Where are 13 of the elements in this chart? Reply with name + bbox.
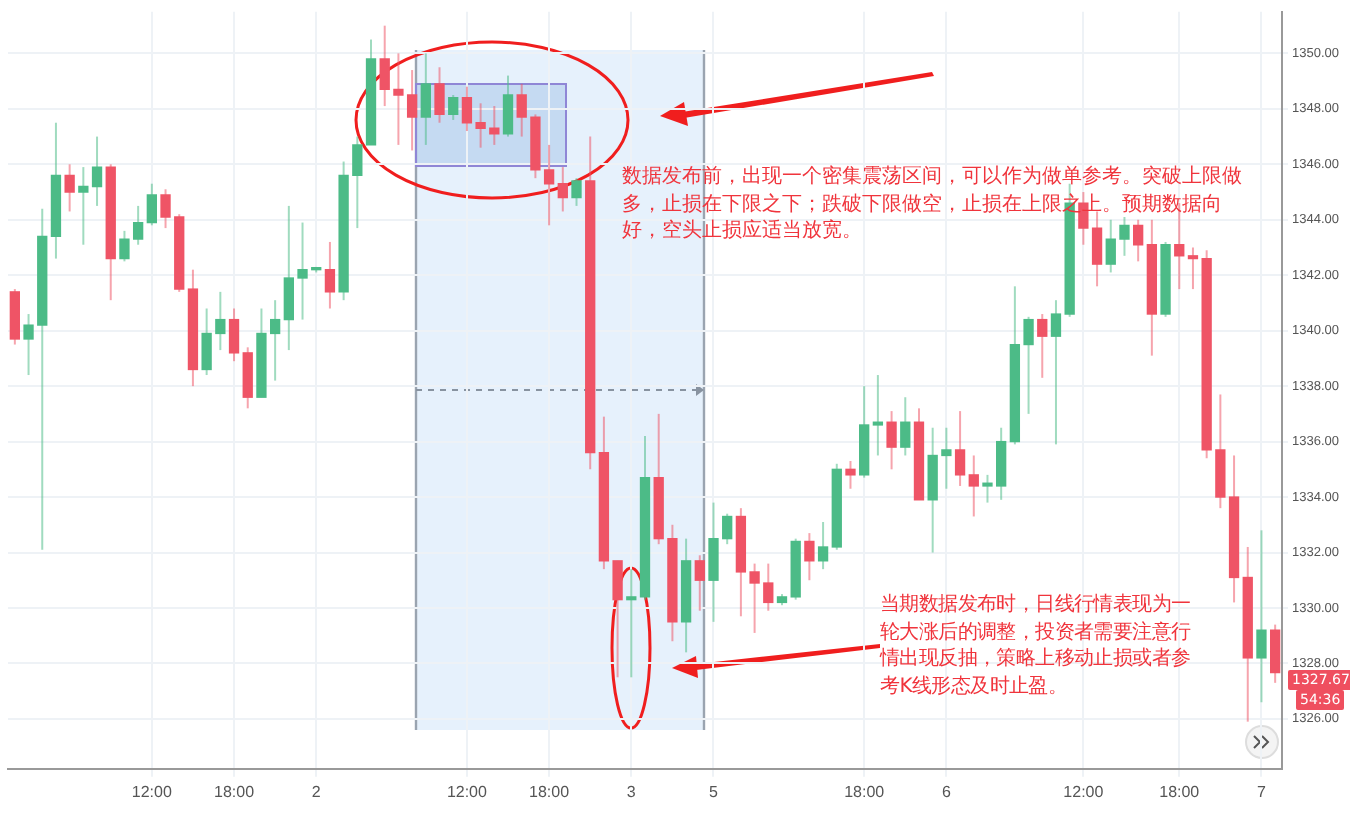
x-tick-label: 18:00 — [1159, 782, 1201, 801]
x-tick-label: 18:00 — [214, 782, 256, 801]
x-tick-label: 12:00 — [446, 782, 489, 801]
x-tick-label: 12:00 — [131, 782, 173, 801]
x-tick-label: 6 — [941, 782, 952, 801]
x-tick-label: 7 — [1257, 782, 1267, 801]
x-tick-label: 5 — [709, 782, 720, 801]
annotation: 当期数据发布时，日线行情表现为一轮大涨后的调整，投资者需要注意行情出现反抽，策略上移动止损或者参考K线形态及时止盈。 — [880, 592, 1192, 700]
x-tick-label: 18:00 — [844, 782, 886, 801]
x-tick-label: 12:00 — [1063, 782, 1105, 801]
x-tick-label: 3 — [626, 782, 637, 801]
x-tick-label: 2 — [311, 782, 322, 801]
x-tick-label: 18:00 — [529, 782, 571, 801]
